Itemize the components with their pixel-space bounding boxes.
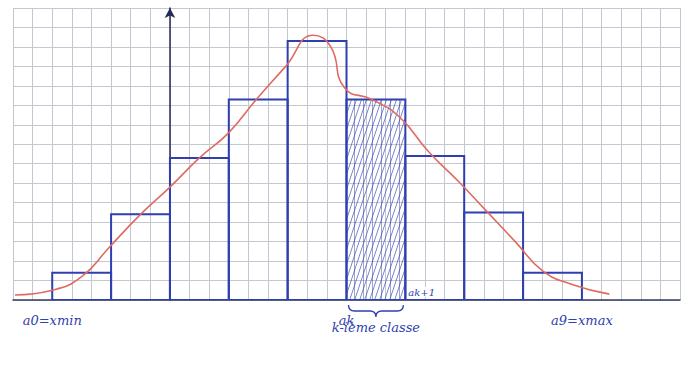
svg-text:ak+1: ak+1	[408, 287, 435, 298]
svg-text:a0=xmin: a0=xmin	[23, 313, 82, 328]
svg-text:a9=xmax: a9=xmax	[551, 313, 613, 328]
svg-text:k-ième classe: k-ième classe	[332, 320, 421, 335]
